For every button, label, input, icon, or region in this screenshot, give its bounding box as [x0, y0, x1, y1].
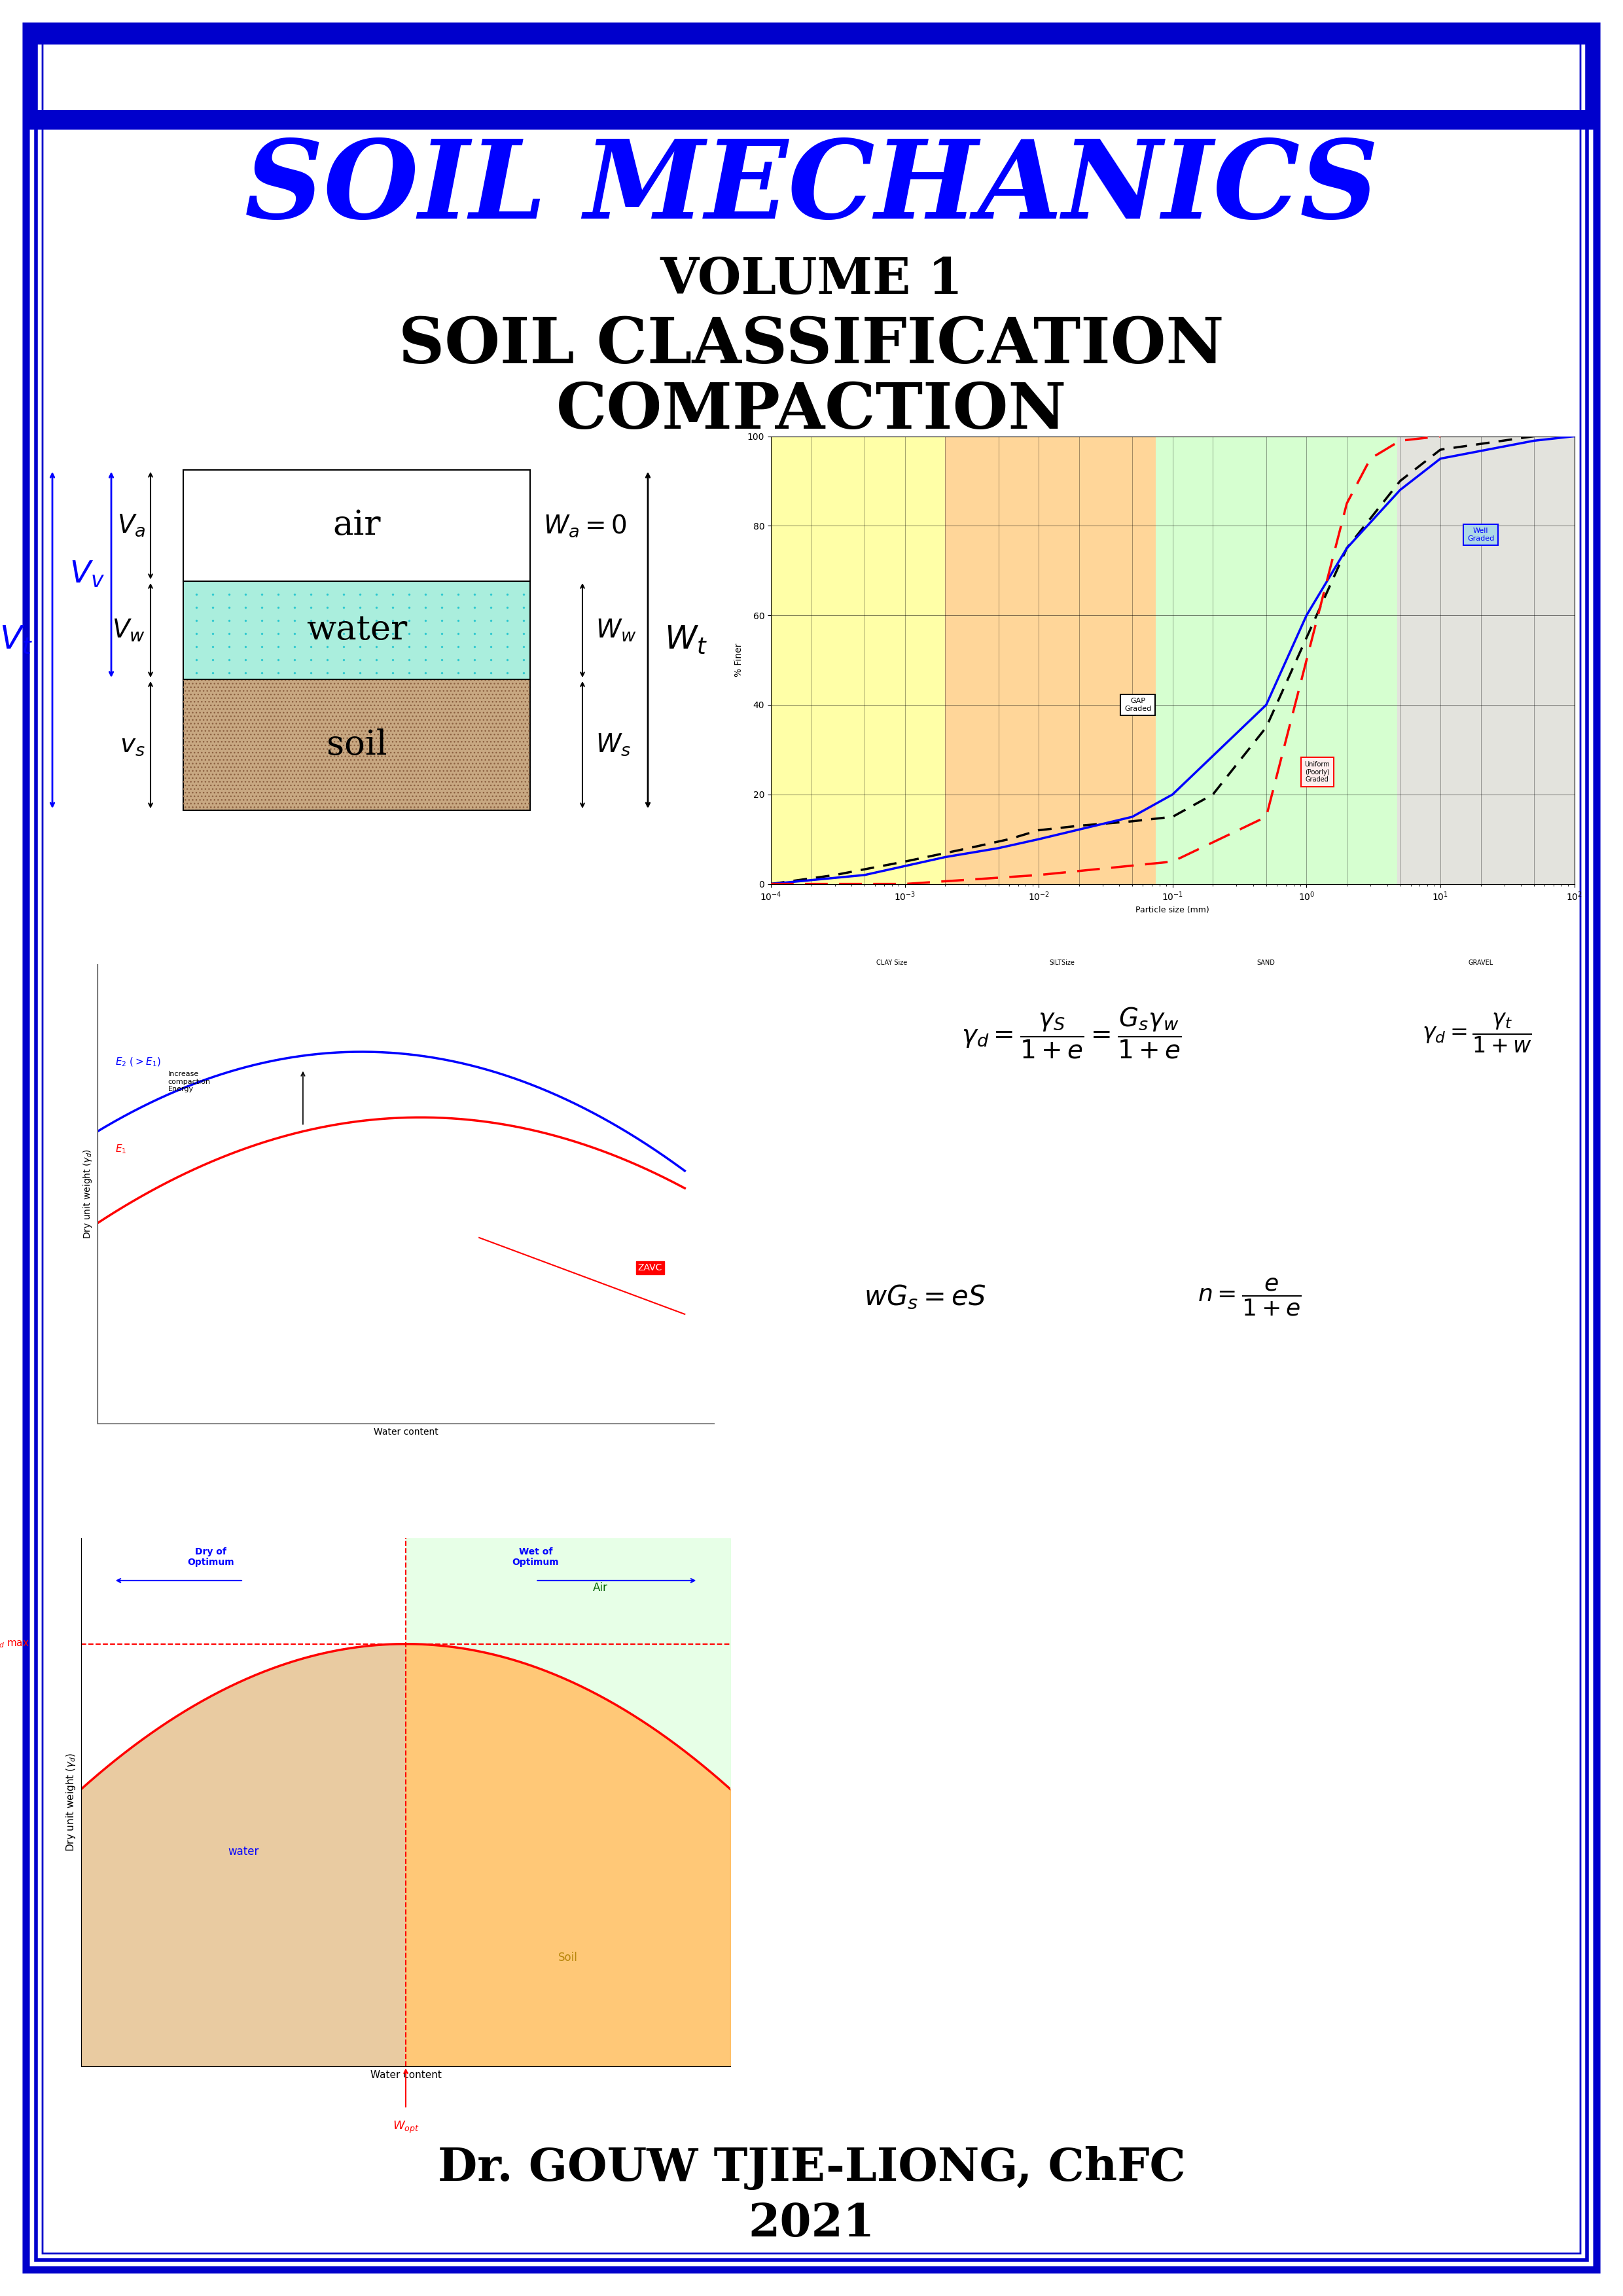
- Bar: [1397, 436, 1574, 884]
- Text: $W_a=0$: $W_a=0$: [544, 512, 626, 540]
- Text: $V_t$: $V_t$: [0, 625, 32, 657]
- Gap: [1431, 436, 1451, 464]
- Text: SOIL MECHANICS: SOIL MECHANICS: [245, 135, 1378, 241]
- Bar: [36, 44, 1587, 110]
- Y-axis label: Dry unit weight ($\gamma_d$): Dry unit weight ($\gamma_d$): [83, 1148, 94, 1240]
- Bar: [1156, 436, 1397, 884]
- Text: Dry of
Optimum: Dry of Optimum: [188, 1548, 234, 1566]
- Gap: [1297, 625, 1316, 652]
- Text: Uniform
(Poorly)
Graded: Uniform (Poorly) Graded: [1305, 762, 1329, 783]
- X-axis label: Water content: Water content: [370, 2071, 441, 2080]
- Gap: [1256, 714, 1276, 742]
- Gap: [1524, 422, 1543, 450]
- Text: $V_a$: $V_a$: [117, 512, 146, 537]
- Gap: [1029, 817, 1048, 845]
- Text: $\gamma_d = \dfrac{\gamma_t}{1+w}$: $\gamma_d = \dfrac{\gamma_t}{1+w}$: [1422, 1013, 1532, 1054]
- Text: $wG_s = eS$: $wG_s = eS$: [863, 1283, 987, 1311]
- Text: $V_v$: $V_v$: [70, 560, 105, 590]
- X-axis label: Particle size (mm): Particle size (mm): [1136, 907, 1209, 914]
- Text: CLAY Size: CLAY Size: [876, 960, 907, 967]
- Text: SAND: SAND: [1258, 960, 1276, 967]
- Text: 2021: 2021: [748, 2202, 875, 2245]
- Text: air: air: [333, 510, 381, 542]
- Text: SILTSize: SILTSize: [1050, 960, 1074, 967]
- Text: Dr. GOUW TJIE-LIONG, ChFC: Dr. GOUW TJIE-LIONG, ChFC: [438, 2147, 1185, 2190]
- Gap: [1203, 781, 1222, 808]
- Text: ZAVC: ZAVC: [638, 1263, 662, 1272]
- Gap: [1162, 804, 1182, 831]
- Gap: [896, 847, 915, 875]
- Gap: [761, 870, 781, 898]
- Text: $n = \dfrac{e}{1+e}$: $n = \dfrac{e}{1+e}$: [1198, 1277, 1302, 1318]
- Bar: [183, 680, 531, 810]
- FancyBboxPatch shape: [26, 25, 1597, 129]
- Text: soil: soil: [326, 728, 386, 762]
- Text: Wet of
Optimum: Wet of Optimum: [513, 1548, 558, 1566]
- Bar: [183, 680, 531, 810]
- Text: $W_s$: $W_s$: [596, 732, 631, 758]
- Text: Soil: Soil: [558, 1952, 578, 1963]
- Bar: [945, 436, 1156, 884]
- Text: water: water: [307, 613, 407, 647]
- Bar: [183, 471, 531, 581]
- Text: $W_{opt}$: $W_{opt}$: [393, 2119, 419, 2135]
- Text: SOIL CLASSIFICATION: SOIL CLASSIFICATION: [399, 315, 1224, 377]
- Text: Well
Graded: Well Graded: [1467, 528, 1495, 542]
- Bar: [771, 436, 945, 884]
- Text: $W_w$: $W_w$: [596, 618, 636, 643]
- Text: Increase
compaction
Energy: Increase compaction Energy: [167, 1070, 211, 1093]
- Gap: [1070, 813, 1089, 840]
- Text: COMPACTION: COMPACTION: [557, 381, 1066, 441]
- Y-axis label: % Finer: % Finer: [735, 643, 743, 677]
- Gap: [1123, 808, 1143, 836]
- Y-axis label: Dry unit weight ($\gamma_d$): Dry unit weight ($\gamma_d$): [65, 1752, 78, 1853]
- Gap: [1391, 466, 1410, 494]
- Text: water: water: [227, 1846, 260, 1857]
- Bar: [183, 581, 531, 680]
- Text: VOLUME 1: VOLUME 1: [661, 255, 962, 305]
- Text: GAP
Graded: GAP Graded: [1125, 698, 1151, 712]
- Text: $v_s$: $v_s$: [120, 732, 146, 758]
- Text: $W_t$: $W_t$: [664, 625, 708, 657]
- Text: $\gamma_d = \dfrac{\gamma_S}{1+e} = \dfrac{G_s\gamma_w}{1+e}$: $\gamma_d = \dfrac{\gamma_S}{1+e} = \dfr…: [961, 1006, 1182, 1061]
- Line: Gap: Gap: [771, 436, 1534, 884]
- Text: $E_1$: $E_1$: [115, 1143, 127, 1155]
- Text: $V_w$: $V_w$: [112, 618, 146, 643]
- Gap: [1337, 535, 1357, 563]
- Text: Air: Air: [592, 1582, 609, 1593]
- X-axis label: Water content: Water content: [373, 1428, 438, 1437]
- Gap: [1000, 824, 1019, 852]
- Text: $\gamma_d$ max: $\gamma_d$ max: [0, 1639, 29, 1649]
- Text: $E_2$ $(>E_1)$: $E_2$ $(>E_1)$: [115, 1056, 161, 1068]
- Text: GRAVEL: GRAVEL: [1469, 960, 1493, 967]
- Gap: [959, 833, 979, 861]
- Gap: [824, 861, 844, 889]
